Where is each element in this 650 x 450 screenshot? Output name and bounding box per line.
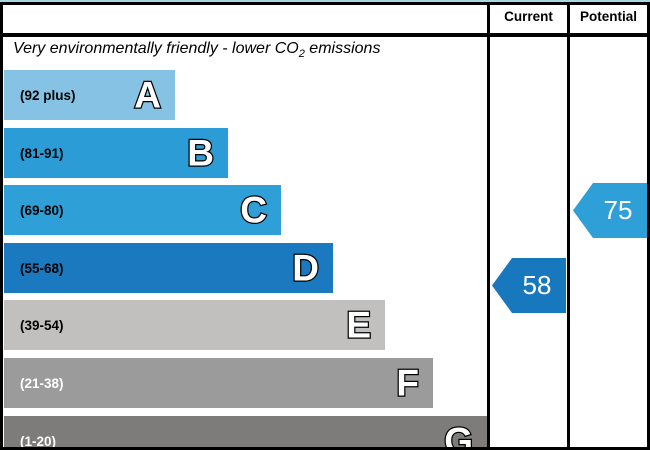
band-g-range-label: (1-20) — [20, 433, 57, 449]
band-b-range-label: (81-91) — [20, 145, 64, 161]
chart-title-subscript: 2 — [298, 48, 305, 61]
band-c: (69-80) C — [4, 185, 281, 235]
band-f-range-label: (21-38) — [20, 375, 64, 391]
potential-rating-value: 75 — [603, 195, 633, 225]
band-a: (92 plus) A — [4, 70, 175, 120]
band-d-range-label: (55-68) — [20, 260, 64, 276]
current-column-header: Current — [504, 9, 553, 24]
band-d: (55-68) D — [4, 243, 333, 293]
band-a-range-label: (92 plus) — [20, 87, 76, 103]
band-c-range-label: (69-80) — [20, 202, 64, 218]
chart-title: Very environmentally friendly - lower CO… — [13, 40, 380, 60]
potential-column-divider — [567, 2, 570, 450]
band-e-range-label: (39-54) — [20, 317, 64, 333]
top-edge-strip — [0, 0, 650, 2]
band-g-letter: G — [443, 420, 474, 450]
band-e: (39-54) E — [4, 300, 385, 350]
current-column-divider — [487, 2, 490, 450]
band-f-letter: F — [395, 362, 420, 404]
chart-title-text: Very environmentally friendly - lower CO — [13, 40, 299, 57]
band-d-letter: D — [291, 247, 320, 289]
band-g: (1-20) G — [4, 416, 487, 450]
band-c-letter: C — [239, 189, 268, 231]
band-f: (21-38) F — [4, 358, 433, 408]
band-b-letter: B — [186, 132, 215, 174]
header-divider-line — [0, 33, 650, 37]
potential-column-header: Potential — [579, 9, 637, 24]
band-a-letter: A — [133, 74, 162, 116]
band-e-letter: E — [345, 304, 372, 346]
current-rating-value: 58 — [522, 270, 552, 300]
potential-rating-arrow: 75 — [573, 183, 647, 238]
current-rating-arrow: 58 — [492, 258, 566, 313]
band-b: (81-91) B — [4, 128, 228, 178]
chart-title-suffix: emissions — [304, 40, 381, 57]
